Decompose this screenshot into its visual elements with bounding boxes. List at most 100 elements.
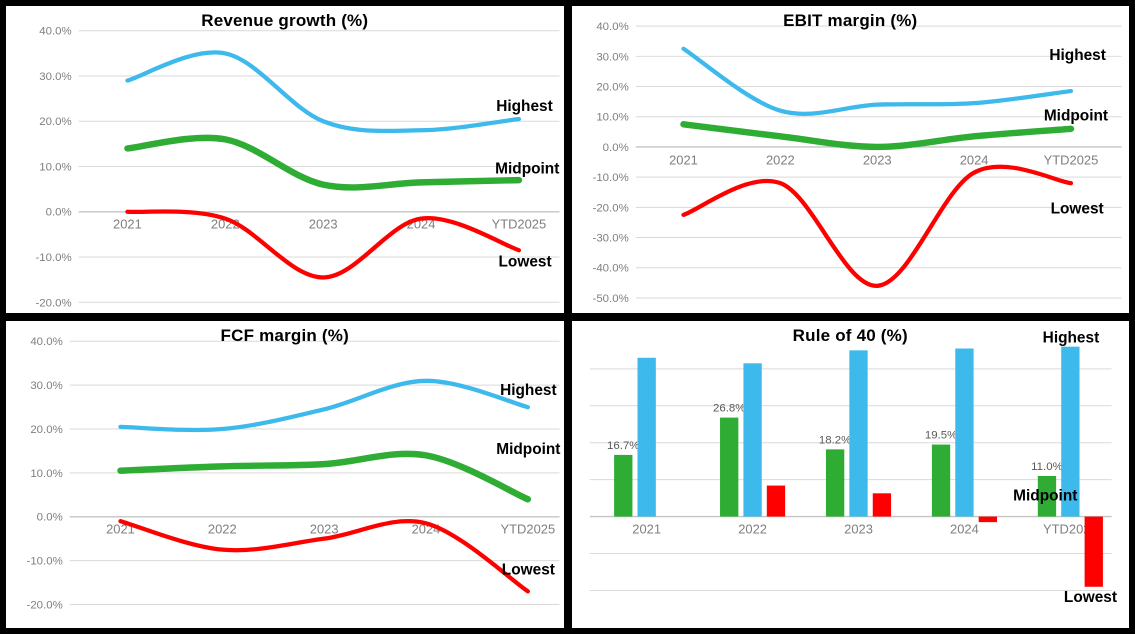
- series-label-lowest: Lowest: [1063, 589, 1116, 606]
- y-tick-label: 40.0%: [30, 336, 62, 348]
- series-label-midpoint: Midpoint: [1043, 108, 1107, 125]
- bar-series-highest: [637, 346, 1080, 517]
- bar-midpoint-2023: [825, 449, 844, 517]
- bar-midpoint-2021: [613, 454, 632, 517]
- y-axis-tick-labels: 40.0% 30.0% 20.0% 10.0% 0.0% -10.0% -20.0%: [35, 26, 71, 310]
- series-label-midpoint: Midpoint: [1013, 487, 1077, 504]
- bar-midpoint-YTD2025: [1037, 475, 1056, 517]
- y-tick-label: -10.0%: [35, 252, 71, 264]
- x-tick-label: 2022: [765, 153, 794, 168]
- bar-highest-2021: [637, 357, 656, 517]
- bar-lowest-YTD2025: [1084, 516, 1103, 587]
- line-series-lowest: [125, 209, 522, 280]
- bar-data-label: 26.8%: [712, 403, 744, 415]
- x-tick-label: 2021: [632, 521, 661, 536]
- ebit-margin-chart: 40.0% 30.0% 20.0% 10.0% 0.0% -10.0% -20.0% -30.…: [592, 21, 1122, 305]
- bar-highest-2024: [954, 348, 974, 517]
- y-tick-label: 20.0%: [39, 116, 71, 128]
- y-tick-label: -30.0%: [592, 233, 628, 245]
- revenue-growth-chart: 40.0% 30.0% 20.0% 10.0% 0.0% -10.0% -20.0% 2021…: [35, 26, 560, 310]
- x-tick-label: YTD2025: [501, 522, 556, 537]
- bar-midpoint-2024: [931, 444, 950, 517]
- line-series-midpoint: [117, 450, 532, 503]
- bar-data-label: 18.2%: [818, 434, 850, 446]
- x-tick-label: 2023: [844, 521, 873, 536]
- fcf-margin-chart: 40.0%30.0%20.0%10.0%0.0%-10.0%-20.0%2021…: [27, 336, 561, 611]
- x-tick-label: 2021: [113, 217, 142, 232]
- panel-ebit-margin: 40.0% 30.0% 20.0% 10.0% 0.0% -10.0% -20.0% -30.…: [569, 4, 1131, 315]
- y-tick-label: 30.0%: [30, 380, 62, 392]
- y-tick-label: 10.0%: [30, 468, 62, 480]
- y-tick-label: 10.0%: [39, 162, 71, 174]
- y-tick-label: 40.0%: [596, 21, 628, 33]
- series-label-lowest: Lowest: [499, 254, 552, 271]
- x-tick-label: YTD2025: [1043, 521, 1098, 536]
- series-label-highest: Highest: [500, 382, 557, 399]
- line-series-highest: [680, 46, 1073, 116]
- x-tick-label: 2024: [959, 153, 988, 168]
- y-tick-label: -40.0%: [592, 263, 628, 275]
- gridlines: [635, 25, 1122, 299]
- series-labels: Highest Midpoint Lowest: [495, 98, 559, 271]
- y-tick-label: 20.0%: [30, 424, 62, 436]
- panel-revenue-growth: 40.0% 30.0% 20.0% 10.0% 0.0% -10.0% -20.0% 2021…: [4, 4, 566, 315]
- line-series-midpoint: [679, 121, 1074, 151]
- line-series-lowest: [118, 518, 531, 594]
- bar-series-midpoint: 16.7% 26.8% 18.2% 19.5% 11.0%: [607, 403, 1063, 517]
- bar-highest-YTD2025: [1060, 346, 1080, 517]
- bar-lowest-2022: [766, 485, 785, 517]
- y-tick-label: -10.0%: [592, 172, 628, 184]
- y-tick-label: 0.0%: [37, 512, 63, 524]
- line-series-lowest: [680, 164, 1073, 288]
- y-tick-label: -20.0%: [592, 202, 628, 214]
- gridlines: [69, 340, 560, 606]
- line-series-midpoint: [124, 134, 523, 191]
- series-labels: Highest Midpoint Lowest: [1013, 330, 1117, 606]
- x-tick-label: 2023: [310, 522, 339, 537]
- bar-lowest-2023: [872, 493, 891, 517]
- series-label-highest: Highest: [1042, 330, 1099, 347]
- line-series-highest: [118, 378, 531, 433]
- y-tick-label: 30.0%: [596, 51, 628, 63]
- rule-of-40-chart: 2021 2022 2023 2024 YTD2025 16.7% 26.8% 18.2% 19…: [589, 330, 1117, 606]
- x-tick-label: 2021: [669, 153, 698, 168]
- y-axis-tick-labels: 40.0% 30.0% 20.0% 10.0% 0.0% -10.0% -20.0%: [27, 336, 63, 611]
- bar-highest-2023: [848, 350, 868, 517]
- bar-data-label: 19.5%: [924, 430, 956, 442]
- panel-rule-of-40: 2021 2022 2023 2024 YTD2025 16.7% 26.8% 18.2% 19…: [569, 319, 1131, 630]
- series-label-highest: Highest: [1049, 47, 1106, 64]
- x-tick-label: 2023: [862, 153, 891, 168]
- series-label-midpoint: Midpoint: [496, 441, 560, 458]
- y-tick-label: -20.0%: [27, 600, 63, 612]
- x-axis-tick-labels: 2021 2022 2023 2024 YTD2025: [113, 217, 546, 232]
- series-label-highest: Highest: [496, 98, 553, 115]
- y-axis-tick-labels: 40.0% 30.0% 20.0% 10.0% 0.0% -10.0% -20.0% -30.…: [592, 21, 628, 305]
- y-tick-label: 0.0%: [602, 142, 628, 154]
- y-tick-label: 30.0%: [39, 71, 71, 83]
- x-tick-label: 2022: [738, 521, 767, 536]
- chart-title-revenue-growth: Revenue growth (%): [201, 11, 369, 30]
- y-tick-label: -50.0%: [592, 293, 628, 305]
- series-label-lowest: Lowest: [1050, 201, 1103, 218]
- line-series-highest: [125, 50, 522, 134]
- y-tick-label: 10.0%: [596, 112, 628, 124]
- y-tick-label: 40.0%: [39, 26, 71, 38]
- chart-title-fcf-margin: FCF margin (%): [220, 326, 349, 345]
- series-labels: Highest Midpoint Lowest: [1043, 47, 1107, 217]
- bar-highest-2022: [742, 363, 762, 517]
- y-tick-label: 20.0%: [596, 81, 628, 93]
- series-label-midpoint: Midpoint: [495, 161, 559, 178]
- bar-lowest-2024: [978, 516, 997, 523]
- x-axis-tick-labels: 2021 2022 2023 2024 YTD2025: [632, 521, 1097, 536]
- x-axis-tick-labels: 2021 2022 2023 2024 YTD2025: [106, 522, 555, 537]
- series-label-lowest: Lowest: [502, 561, 555, 578]
- x-tick-label: YTD2025: [1043, 153, 1098, 168]
- x-tick-label: 2022: [208, 522, 237, 537]
- bar-midpoint-2022: [719, 417, 738, 517]
- x-tick-label: 2024: [950, 521, 979, 536]
- x-tick-label: YTD2025: [492, 217, 547, 232]
- bar-data-label: 16.7%: [607, 440, 639, 452]
- bar-data-label: 11.0%: [1031, 461, 1063, 473]
- y-tick-label: -20.0%: [35, 297, 71, 309]
